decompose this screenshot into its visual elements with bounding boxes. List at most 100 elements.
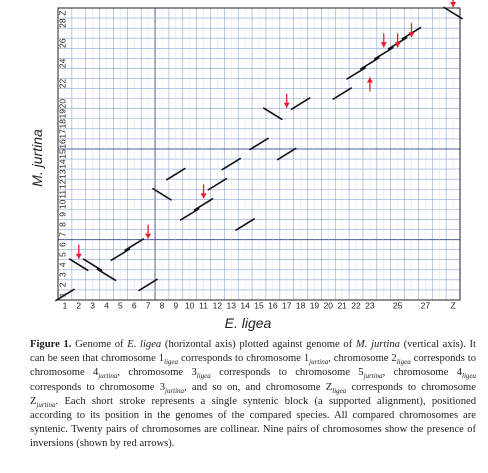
dot-plot: 1 2 3 4 5 6 7 8 9 10 11 12 13 14 15 16 17 18 19 20 21 22 23 25 2… bbox=[29, 0, 463, 331]
x-tick-label: 7 bbox=[146, 300, 151, 310]
x-tick-label: 21 bbox=[337, 300, 347, 310]
inversion-arrow bbox=[283, 93, 290, 108]
caption-run: jurtina bbox=[363, 372, 383, 381]
inversion-arrow bbox=[200, 184, 207, 199]
x-tick-label: 25 bbox=[393, 300, 403, 310]
caption-run: ligea bbox=[196, 372, 211, 381]
y-tick-label: 11 bbox=[57, 190, 67, 199]
syntenic-block bbox=[207, 177, 228, 191]
y-tick-label: 9 bbox=[57, 212, 67, 217]
x-tick-label: 3 bbox=[90, 300, 95, 310]
caption-run: jurtina bbox=[309, 358, 329, 367]
y-tick-label: 5 bbox=[57, 252, 67, 257]
caption-label: Figure 1. bbox=[30, 339, 72, 350]
x-tick-label: 19 bbox=[310, 300, 320, 310]
y-tick-label: Z bbox=[57, 10, 67, 15]
syntenic-block bbox=[373, 46, 394, 60]
x-tick-label: 22 bbox=[351, 300, 361, 310]
caption-run: . Each short stroke represents a single … bbox=[30, 395, 476, 450]
inversion-arrow bbox=[380, 33, 387, 48]
caption-run: M. jurtina bbox=[355, 339, 400, 350]
y-tick-label: 26 bbox=[57, 38, 67, 48]
x-tick-label: 27 bbox=[421, 300, 431, 310]
syntenic-block bbox=[249, 137, 269, 151]
syntenic-blocks bbox=[55, 6, 463, 302]
caption-run: corresponds to chromosome 1 bbox=[178, 353, 310, 365]
caption-run: , chromosome 2 bbox=[328, 353, 397, 365]
caption-run: jurtina bbox=[165, 386, 185, 395]
x-tick-label: 4 bbox=[104, 300, 109, 310]
inversion-arrow bbox=[450, 0, 457, 8]
caption-body: Genome of E. ligea (horizontal axis) plo… bbox=[30, 339, 476, 449]
x-tick-label: 9 bbox=[173, 300, 178, 310]
x-tick-label: 16 bbox=[268, 300, 278, 310]
x-tick-label: 2 bbox=[76, 300, 81, 310]
syntenic-block bbox=[221, 157, 242, 171]
syntenic-block bbox=[110, 248, 131, 262]
caption-run: (horizontal axis) plotted against genome… bbox=[161, 339, 356, 350]
y-tick-label: 6 bbox=[57, 242, 67, 247]
syntenic-block bbox=[179, 208, 200, 221]
x-tick-label: 5 bbox=[118, 300, 123, 310]
syntenic-block bbox=[166, 167, 186, 181]
y-tick-label: 8 bbox=[57, 222, 67, 227]
x-tick-label: 12 bbox=[213, 300, 223, 310]
caption-run: E. ligea bbox=[127, 339, 162, 350]
syntenic-block bbox=[290, 97, 311, 110]
caption-run: ligea bbox=[462, 372, 477, 381]
y-tick-label: 12 bbox=[57, 179, 67, 189]
caption-run: (vertical axis). It can be seen that chr… bbox=[30, 339, 476, 365]
x-tick-label: 11 bbox=[199, 300, 208, 310]
syntenic-block bbox=[96, 268, 117, 282]
caption-run: , chromosome 3 bbox=[117, 367, 197, 379]
y-tick-label: 28 bbox=[57, 18, 67, 28]
y-tick-label: 4 bbox=[57, 262, 67, 267]
y-tick-label: 2 bbox=[57, 282, 67, 287]
y-tick-label: 24 bbox=[57, 58, 67, 68]
caption-run: corresponds to chromosome Z bbox=[30, 381, 476, 407]
x-tick-label: 10 bbox=[185, 300, 195, 310]
syntenic-block bbox=[138, 278, 158, 292]
caption-run: jurtina bbox=[36, 400, 56, 409]
syntenic-block bbox=[124, 238, 145, 251]
y-axis-label: M. jurtina bbox=[29, 129, 45, 187]
caption-run: , chromosome 4 bbox=[382, 367, 463, 379]
inversion-arrows bbox=[75, 0, 457, 259]
grid-lines bbox=[58, 8, 460, 300]
syntenic-block bbox=[263, 107, 283, 121]
syntenic-block bbox=[193, 198, 214, 211]
x-tick-label: Z bbox=[450, 300, 455, 310]
x-axis-label: E. ligea bbox=[225, 315, 272, 331]
y-tick-label: 1 bbox=[57, 292, 67, 297]
x-tick-label: 18 bbox=[296, 300, 306, 310]
syntenic-block bbox=[360, 57, 380, 70]
x-tick-label: 13 bbox=[227, 300, 237, 310]
syntenic-block bbox=[68, 258, 89, 272]
y-tick-label: 22 bbox=[57, 79, 67, 89]
syntenic-block bbox=[235, 218, 255, 231]
caption-run: corresponds to chromosome 5 bbox=[210, 367, 364, 379]
x-tick-label: 14 bbox=[240, 300, 250, 310]
syntenic-block bbox=[276, 147, 297, 161]
inversion-arrow bbox=[75, 244, 82, 259]
y-tick-label: 16 bbox=[57, 139, 67, 149]
inversion-arrow bbox=[145, 224, 152, 239]
y-tick-label: 19 bbox=[57, 109, 67, 119]
inversion-arrow bbox=[394, 33, 401, 48]
x-tick-label: 23 bbox=[365, 300, 375, 310]
syntenic-block bbox=[152, 187, 172, 201]
y-tick-label: 14 bbox=[57, 159, 67, 169]
y-tick-label: 13 bbox=[57, 169, 67, 179]
y-tick-label: 18 bbox=[57, 119, 67, 129]
caption-run: ligea bbox=[396, 358, 411, 367]
caption-run: Genome of bbox=[71, 339, 128, 350]
x-tick-label: 6 bbox=[132, 300, 137, 310]
figure-caption: Figure 1. Genome of E. ligea (horizontal… bbox=[30, 338, 476, 452]
y-tick-label: 20 bbox=[57, 99, 67, 109]
syntenic-block bbox=[346, 67, 366, 80]
y-tick-label: 7 bbox=[57, 232, 67, 237]
y-tick-label: 10 bbox=[57, 199, 67, 209]
x-tick-label: 17 bbox=[282, 300, 292, 310]
caption-run: , and so on, and chromosome Z bbox=[184, 381, 333, 393]
